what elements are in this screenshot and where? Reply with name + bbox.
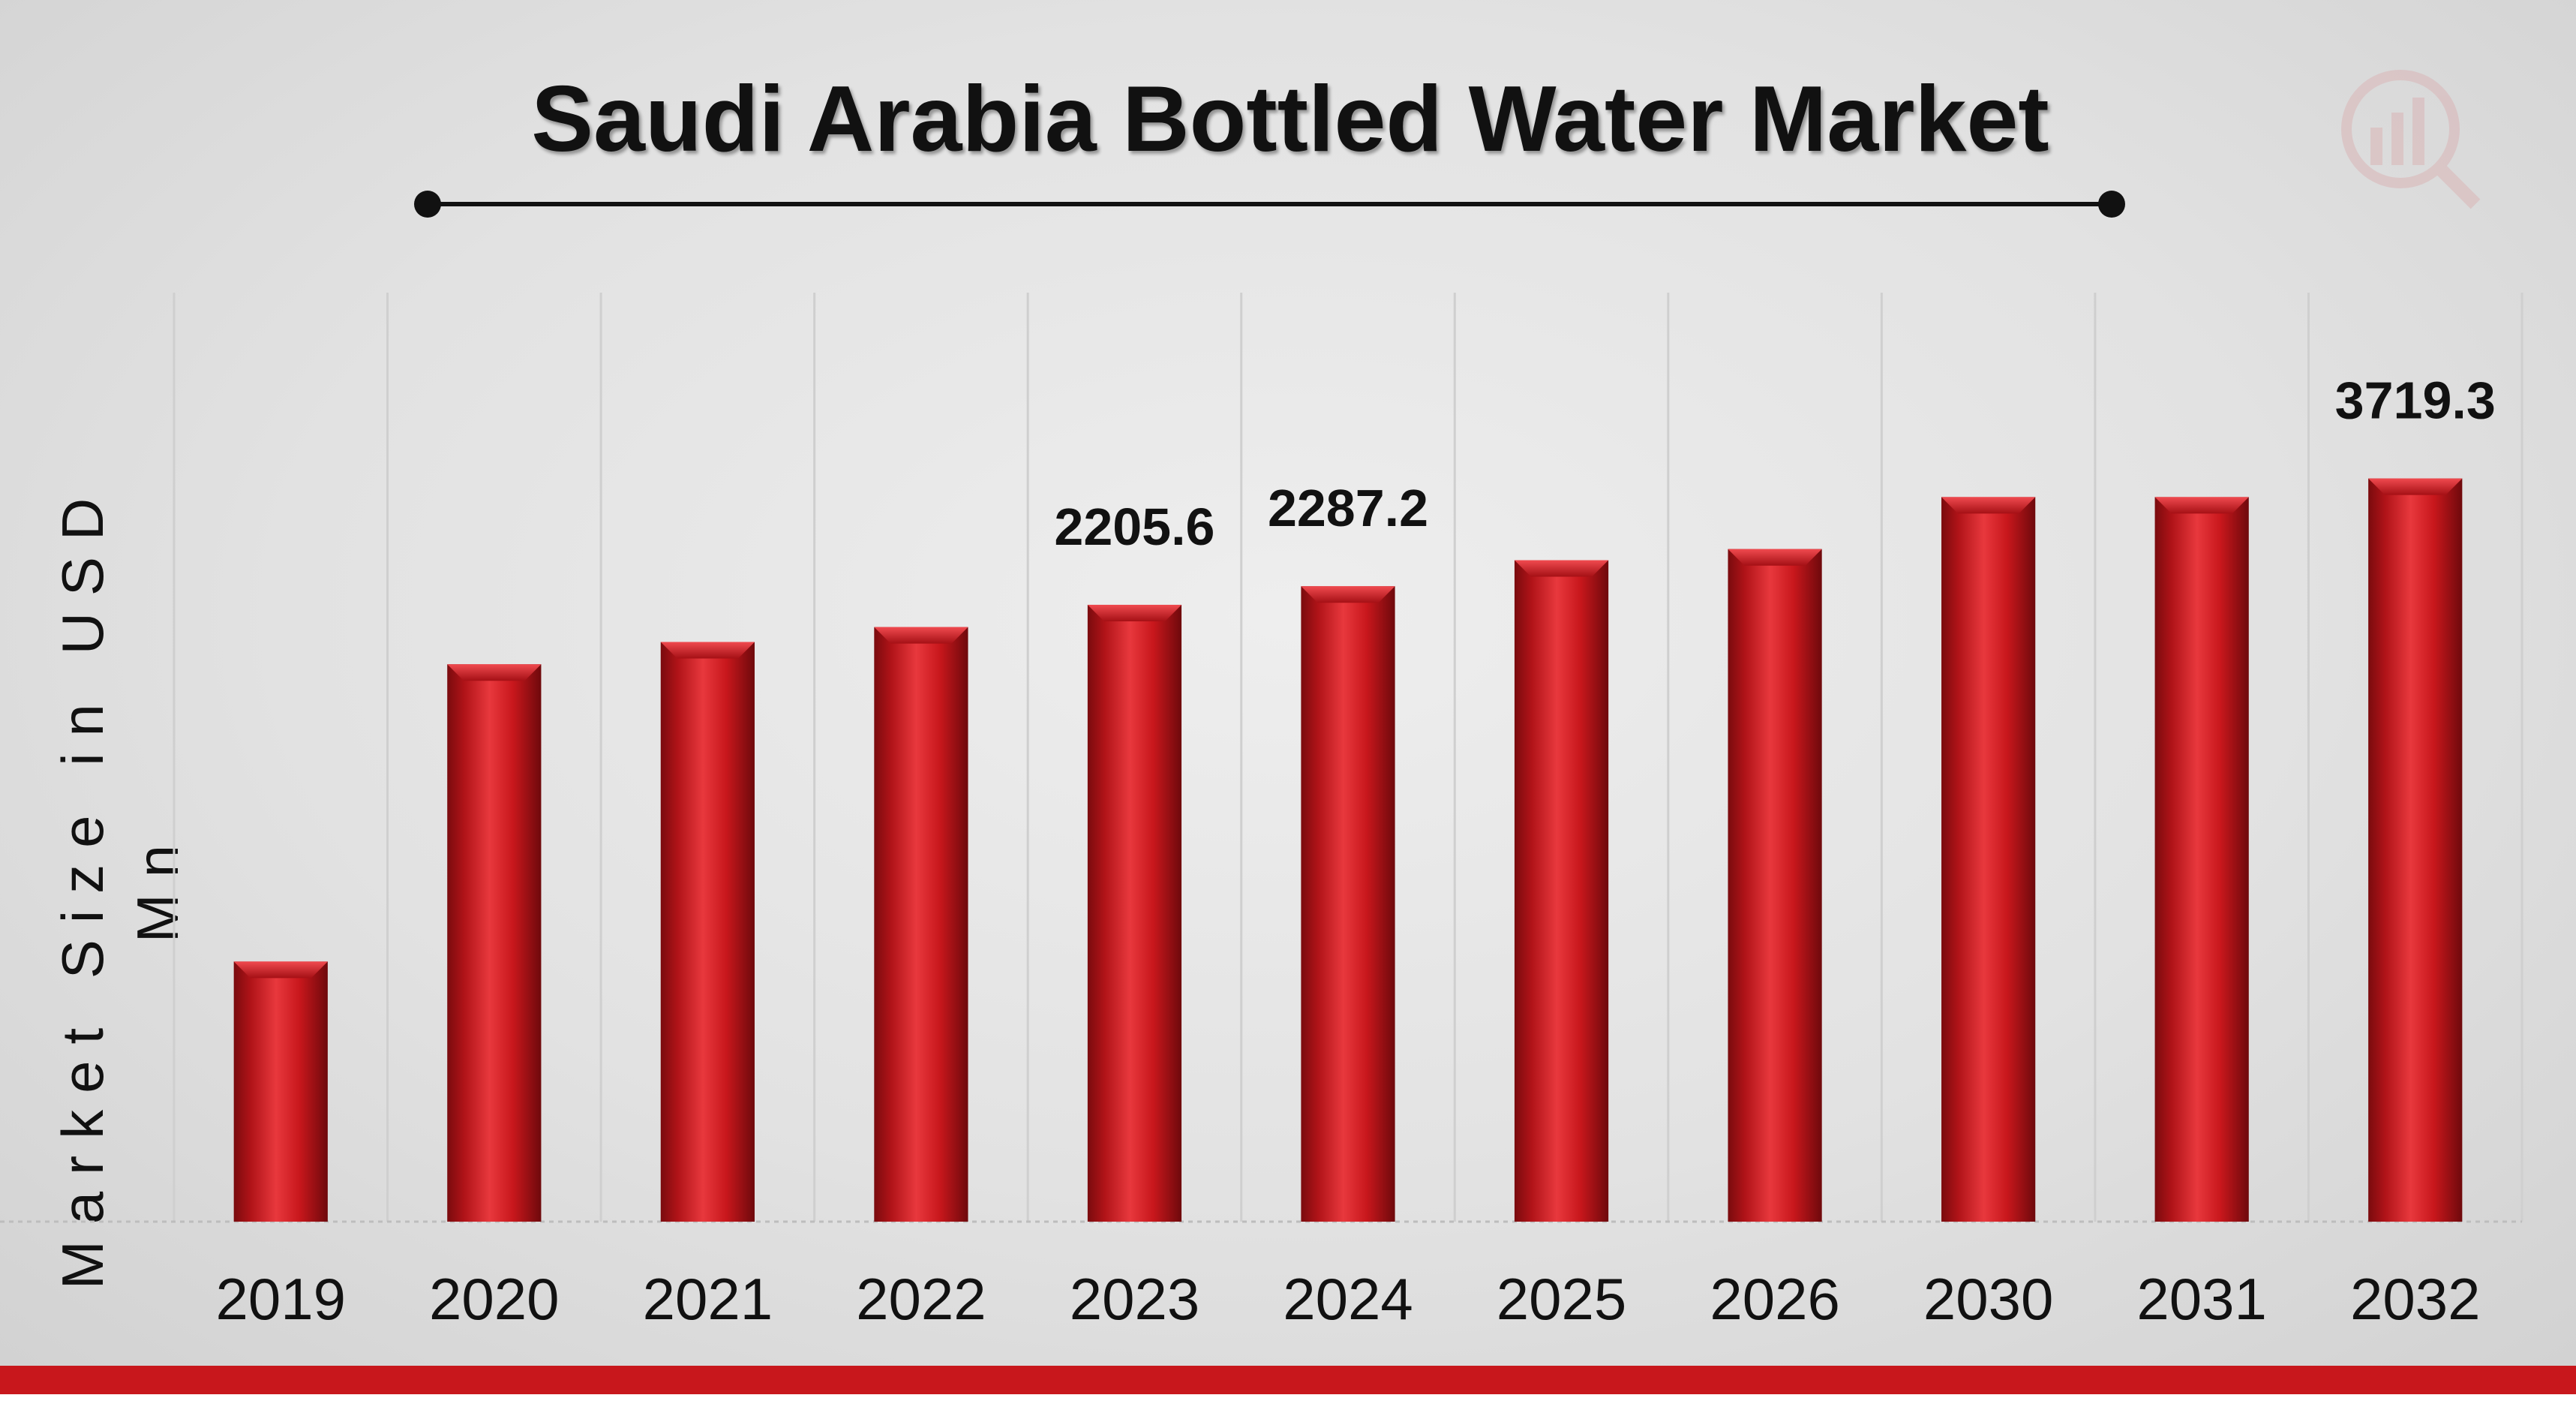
x-tick-label: 2021 xyxy=(643,1266,773,1332)
vertical-gridlines xyxy=(173,293,2523,1222)
bar-2032 xyxy=(2368,478,2463,1222)
bar-2022 xyxy=(874,627,968,1222)
bar-bevel xyxy=(1514,560,1609,577)
x-tick-labels: 2019 2020 2021 2022 2023 2024 2025 2026 2030 2031… xyxy=(216,1266,2481,1332)
bar xyxy=(1301,586,1395,1222)
bar-2019 xyxy=(233,961,328,1222)
bar-bevel xyxy=(874,627,968,644)
bar-bevel xyxy=(233,961,328,979)
title-underline xyxy=(414,191,2125,218)
bar-2031 xyxy=(2154,497,2249,1222)
x-tick-label: 2031 xyxy=(2136,1266,2267,1332)
bar-bevel xyxy=(1087,604,1182,621)
bar xyxy=(233,961,328,1222)
x-tick-label: 2023 xyxy=(1070,1266,1200,1332)
bar xyxy=(1514,560,1609,1222)
bar-bevel xyxy=(1941,497,2036,514)
x-tick-label: 2022 xyxy=(856,1266,986,1332)
x-tick-label: 2019 xyxy=(216,1266,347,1332)
bar xyxy=(874,627,968,1222)
bar xyxy=(1087,604,1182,1222)
chart-background xyxy=(0,0,2576,1366)
bar-bevel xyxy=(1301,586,1395,603)
bar-2023 xyxy=(1087,604,1182,1222)
bars xyxy=(233,478,2463,1222)
x-tick-label: 2020 xyxy=(429,1266,560,1332)
bar xyxy=(660,642,755,1222)
x-tick-label: 2030 xyxy=(1923,1266,2054,1332)
bar-value-labels: 2205.6 2287.2 3719.3 xyxy=(1054,371,2495,556)
bar-2020 xyxy=(447,664,542,1222)
bar xyxy=(1941,497,2036,1222)
bar-2024 xyxy=(1301,586,1395,1222)
logo-watermark xyxy=(2341,70,2481,209)
bar xyxy=(2368,478,2463,1222)
bar-value-label: 3719.3 xyxy=(2335,371,2496,430)
bar xyxy=(1728,549,1822,1222)
x-tick-label: 2026 xyxy=(1710,1266,1840,1332)
bar-bevel xyxy=(660,642,755,659)
bar-bevel xyxy=(2154,497,2249,514)
x-tick-label: 2025 xyxy=(1497,1266,1627,1332)
bar-value-label: 2205.6 xyxy=(1054,498,1214,556)
bar-bevel xyxy=(447,664,542,681)
footer-band xyxy=(0,1366,2576,1394)
chart-title: Saudi Arabia Bottled Water Market xyxy=(531,68,2049,171)
bar-2026 xyxy=(1728,549,1822,1222)
bar-2025 xyxy=(1514,560,1609,1222)
bar-bevel xyxy=(1728,549,1822,566)
bar-2021 xyxy=(660,642,755,1222)
bar-value-label: 2287.2 xyxy=(1268,479,1428,537)
bar xyxy=(2154,497,2249,1222)
x-tick-label: 2032 xyxy=(2350,1266,2481,1332)
bar-bevel xyxy=(2368,478,2463,495)
x-tick-label: 2024 xyxy=(1283,1266,1413,1332)
bar xyxy=(447,664,542,1222)
bar-2030 xyxy=(1941,497,2036,1222)
